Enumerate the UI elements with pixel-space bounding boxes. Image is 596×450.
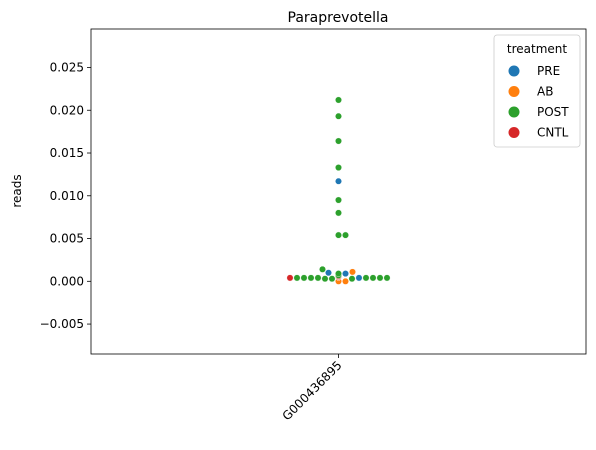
y-tick-label: 0.020 (50, 103, 84, 117)
point-post (328, 275, 336, 283)
legend-label-post: POST (537, 105, 569, 119)
point-post (383, 274, 391, 282)
point-post (342, 231, 349, 239)
legend-label-cntl: CNTL (537, 126, 569, 140)
y-tick-label: 0.005 (50, 232, 84, 246)
legend-label-pre: PRE (537, 64, 560, 78)
point-post (348, 275, 356, 283)
point-pre (342, 270, 349, 278)
point-post (321, 275, 329, 283)
y-tick-label: 0.010 (50, 189, 84, 203)
x-axis: G000436895 (280, 354, 345, 423)
point-pre (355, 274, 363, 282)
point-post (369, 274, 377, 282)
point-post (335, 209, 342, 217)
point-post (314, 274, 322, 282)
legend: treatment PRE AB POST CNTL (493, 34, 581, 148)
point-post (376, 274, 384, 282)
x-tick-label: G000436895 (280, 358, 345, 423)
point-post (335, 196, 342, 204)
point-ab (342, 277, 349, 285)
point-pre (325, 269, 332, 277)
y-tick-label: 0.015 (50, 146, 84, 160)
y-axis: −0.005 0.000 0.005 0.010 0.015 0.020 0.025 (40, 60, 91, 331)
point-post (335, 96, 342, 104)
legend-frame (493, 34, 581, 148)
y-tick-label: 0.000 (50, 274, 84, 288)
legend-label-ab: AB (537, 85, 553, 99)
point-pre (335, 177, 342, 185)
point-post (335, 164, 342, 171)
point-post (362, 274, 370, 282)
chart-title: Paraprevotella (288, 10, 389, 26)
y-axis-label: reads (10, 174, 24, 207)
y-tick-label: 0.025 (50, 60, 84, 74)
point-post (335, 112, 342, 120)
data-points (286, 96, 391, 285)
legend-marker-pre (508, 65, 520, 77)
legend-title: treatment (507, 42, 567, 56)
point-post (335, 270, 342, 278)
legend-marker-cntl (508, 127, 520, 138)
point-post (300, 274, 308, 282)
point-post (293, 274, 301, 282)
point-post (319, 265, 326, 273)
y-tick-label: −0.005 (40, 317, 84, 331)
legend-marker-post (508, 106, 520, 118)
point-post (335, 137, 342, 145)
legend-marker-ab (508, 86, 520, 97)
point-cntl (286, 274, 294, 282)
point-post (335, 231, 342, 239)
point-ab (349, 268, 356, 276)
point-post (307, 274, 315, 282)
